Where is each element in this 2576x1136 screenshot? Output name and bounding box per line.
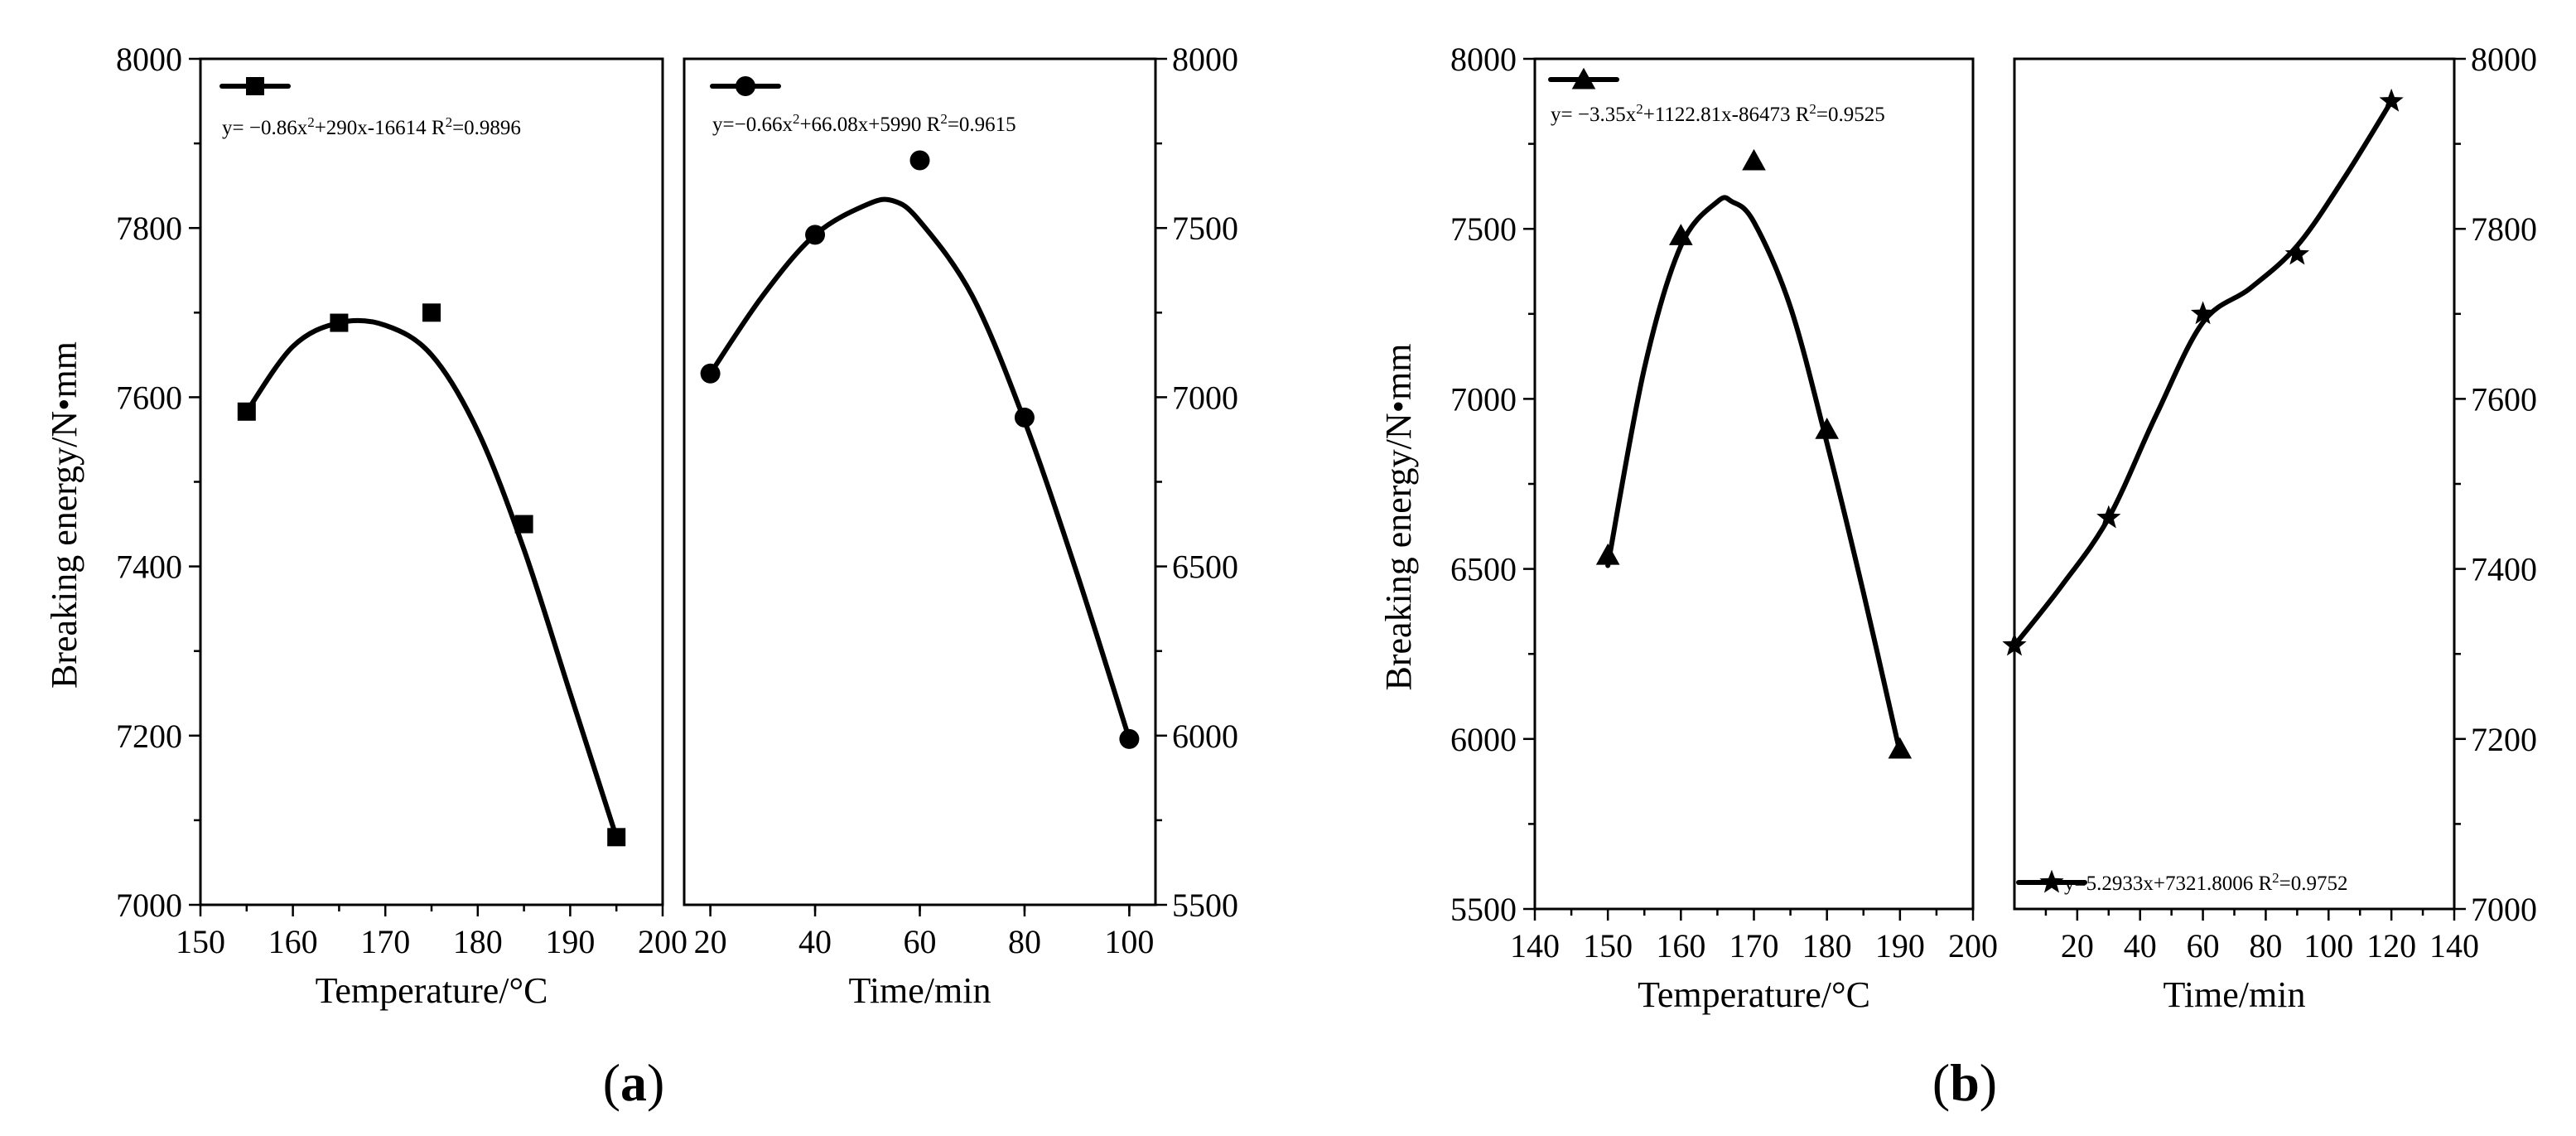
x-tick-label: 140: [1510, 927, 1560, 964]
panel-label-a: (a): [603, 1053, 665, 1112]
y-tick-label: 7200: [116, 718, 182, 755]
x-tick-label: 80: [1008, 923, 1041, 960]
x-tick-label: 100: [1104, 923, 1154, 960]
y-tick-label: 7500: [1172, 210, 1238, 247]
data-point: [1669, 224, 1693, 245]
x-tick-label: 160: [268, 923, 318, 960]
data-point: [2190, 301, 2216, 325]
legend-text: y= −0.86x2+290x-16614 R2=0.9896: [222, 114, 521, 140]
plot-b-temperature: 5500 6000 6500 7000 7500 8000 140 150 160 170 180 1…: [1378, 41, 1998, 1015]
x-tick-label: 40: [2124, 927, 2157, 964]
panel-label-b: (b): [1932, 1053, 1997, 1112]
plot-frame: [2013, 57, 2456, 911]
fit-curve: [2012, 99, 2395, 648]
data-point: [422, 303, 441, 322]
data-point: [1595, 543, 1620, 565]
data-point: [1119, 728, 1140, 749]
data-point: [2096, 505, 2121, 529]
x-tick-label: 180: [453, 923, 503, 960]
data-point: [700, 363, 721, 384]
data-point: [330, 313, 349, 332]
fit-curve: [244, 317, 620, 840]
data-point: [2379, 88, 2404, 112]
legend-marker: [2039, 869, 2064, 893]
y-tick-label: 7800: [116, 210, 182, 247]
plot-a-temperature: 7000 7200 7400 7600 7800 8000 150 160 170 180 190 2…: [44, 41, 687, 1011]
y-tick-label: 7400: [116, 549, 182, 586]
x-tick-label: 190: [545, 923, 595, 960]
fit-curve: [707, 196, 1132, 742]
data-point: [805, 225, 826, 245]
y-axis-title: Breaking energy/N•mm: [1378, 343, 1419, 690]
data-point: [2284, 241, 2310, 265]
x-tick-label: 60: [2187, 927, 2220, 964]
x-tick-label: 150: [176, 923, 225, 960]
y-tick-label: 5500: [1172, 887, 1238, 924]
x-axis-title: Time/min: [849, 970, 991, 1011]
y-tick-label: 7800: [2471, 210, 2537, 248]
legend-marker: [736, 76, 755, 96]
y-tick-label: 7000: [1450, 380, 1517, 418]
plot-frame: [1533, 57, 1975, 911]
x-tick-label: 200: [638, 923, 687, 960]
data-point: [909, 150, 930, 171]
legend-text: y=−0.66x2+66.08x+5990 R2=0.9615: [712, 111, 1016, 137]
y-axis-title: Breaking energy/N•mm: [44, 341, 84, 689]
y-tick-label: 6000: [1172, 718, 1238, 755]
data-point: [2002, 632, 2027, 656]
plot-frame: [683, 57, 1157, 906]
x-tick-label: 40: [798, 923, 832, 960]
y-tick-label: 7000: [1172, 379, 1238, 416]
y-tick-label: 6500: [1450, 551, 1517, 588]
x-tick-label: 80: [2249, 927, 2282, 964]
data-point: [514, 515, 533, 534]
data-point: [237, 402, 256, 421]
x-tick-label: 60: [904, 923, 937, 960]
x-tick-label: 20: [694, 923, 727, 960]
x-tick-label: 170: [360, 923, 410, 960]
y-tick-label: 7000: [116, 887, 182, 924]
plot-b-time: 7000 7200 7400 7600 7800 8000 20 40 60 80 100 120 14…: [2002, 41, 2537, 1015]
legend-text: y= −3.35x2+1122.81x-86473 R2=0.9525: [1551, 101, 1885, 127]
y-tick-label: 7000: [2471, 891, 2537, 928]
data-point: [1014, 407, 1035, 428]
y-tick-label: 6000: [1450, 721, 1517, 758]
legend-marker: [1571, 67, 1596, 89]
y-tick-label: 7500: [1450, 210, 1517, 248]
y-tick-label: 6500: [1172, 549, 1238, 586]
y-tick-label: 7600: [116, 379, 182, 416]
data-point: [1888, 737, 1913, 759]
fit-curve: [1605, 195, 1903, 756]
x-tick-label: 170: [1729, 927, 1779, 964]
x-tick-label: 140: [2429, 927, 2479, 964]
x-tick-label: 160: [1656, 927, 1705, 964]
y-tick-label: 8000: [2471, 41, 2537, 78]
data-point: [607, 828, 626, 847]
x-tick-label: 200: [1948, 927, 1998, 964]
x-axis-title: Temperature/°C: [316, 970, 548, 1011]
x-tick-label: 120: [2366, 927, 2416, 964]
y-tick-label: 5500: [1450, 891, 1517, 928]
legend-text: y=5.2933x+7321.8006 R2=0.9752: [2064, 870, 2347, 896]
data-point: [1742, 148, 1766, 171]
plot-a-time: 5500 6000 6500 7000 7500 8000 20 40 60 80 100 Time/…: [683, 41, 1238, 1011]
y-tick-label: 8000: [116, 41, 182, 78]
y-tick-label: 7600: [2471, 380, 2537, 418]
x-axis-title: Time/min: [2164, 974, 2306, 1015]
x-tick-label: 150: [1583, 927, 1633, 964]
y-tick-label: 8000: [1450, 41, 1517, 78]
data-point: [1815, 418, 1839, 439]
x-tick-label: 180: [1802, 927, 1852, 964]
y-tick-label: 7400: [2471, 551, 2537, 588]
legend-marker: [246, 77, 264, 95]
x-tick-label: 20: [2061, 927, 2094, 964]
x-tick-label: 100: [2303, 927, 2353, 964]
x-tick-label: 190: [1875, 927, 1925, 964]
y-tick-label: 7200: [2471, 721, 2537, 758]
x-axis-title: Temperature/°C: [1638, 974, 1870, 1015]
y-tick-label: 8000: [1172, 41, 1238, 78]
plot-frame: [199, 57, 664, 906]
